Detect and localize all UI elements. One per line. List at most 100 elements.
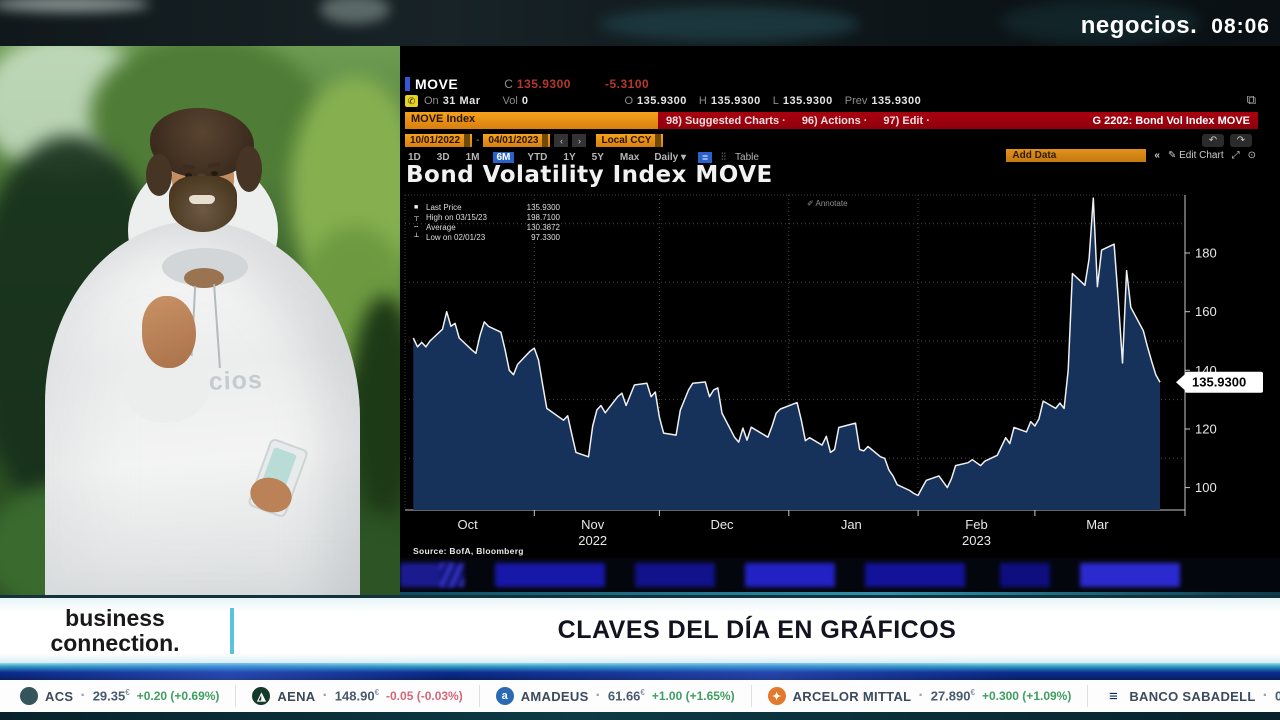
last-price-badge-text: 135.9300: [1192, 375, 1246, 390]
price-area-fill: [413, 198, 1160, 510]
expand-icon[interactable]: ⤢: [1231, 150, 1240, 161]
calendar-handle-icon[interactable]: [464, 134, 471, 147]
y-axis-label: 160: [1195, 304, 1217, 319]
legend-label: High on 03/15/23: [426, 212, 487, 222]
lower-third: business connection. CLAVES DEL DÍA EN G…: [0, 595, 1280, 663]
security-field[interactable]: MOVE Index: [405, 112, 658, 129]
last-price-badge: [1185, 371, 1263, 393]
last-price: 135.9300: [516, 77, 571, 91]
beard: [169, 176, 237, 232]
x-axis-month-label: Oct: [457, 517, 478, 532]
ticker-item: ✦ ARCELOR MITTAL · 27.890€ +0.300 (+1.09%): [750, 685, 1088, 707]
edit-chart-button[interactable]: ✎ Edit Chart: [1167, 150, 1224, 161]
session-date: 31 Mar: [442, 95, 481, 107]
legend-row: ┬ High on 03/15/23 198.7100: [414, 212, 560, 222]
security-ticker: MOVE: [415, 76, 459, 92]
hair-curl: [236, 146, 262, 192]
undo-button[interactable]: ↶: [1202, 134, 1224, 147]
brand-logo: business connection.: [50, 604, 180, 656]
blue-separator-band: [0, 663, 1280, 680]
calendar-handle-icon[interactable]: [542, 134, 549, 147]
close-label: C: [504, 77, 513, 91]
hair-curl: [146, 154, 172, 196]
y-axis-label: 180: [1195, 246, 1217, 261]
add-data-field[interactable]: Add Data: [1006, 149, 1147, 162]
high-label: H: [698, 95, 707, 107]
range-toolbar: 1D 3D 1M 6M YTD 1Y 5Y Max Daily ▾ ≣ ⫶⫶ Table: [405, 150, 759, 164]
x-axis-month-label: Feb: [965, 517, 987, 532]
low-price: 135.9300: [782, 95, 833, 107]
raised-fist: [142, 296, 196, 368]
led-segment: [1000, 563, 1050, 587]
range-button-1y[interactable]: 1Y: [563, 151, 576, 163]
next-period-button[interactable]: ›: [572, 134, 587, 147]
range-button-ytd[interactable]: YTD: [527, 151, 548, 163]
legend-marker-icon: ╌: [414, 224, 419, 231]
function-context: G 2202: Bond Vol Index MOVE: [1092, 114, 1251, 127]
menu-edit[interactable]: 97) Edit ·: [883, 114, 930, 127]
prev-period-button[interactable]: ‹: [554, 134, 569, 147]
x-axis-month-label: Jan: [841, 517, 862, 532]
study-icon[interactable]: ⫶⫶: [721, 151, 727, 163]
redo-button[interactable]: ↷: [1230, 134, 1252, 147]
settings-icon[interactable]: ⊙: [1247, 150, 1256, 161]
date-to-input[interactable]: 04/01/2023: [483, 134, 551, 147]
ticker-logo-icon: a: [495, 687, 514, 705]
ticker-separator-dot: ·: [595, 687, 601, 704]
ticker-name: AMADEUS: [520, 688, 589, 704]
presenter-neck: [184, 268, 224, 288]
collapse-icon[interactable]: «: [1154, 150, 1160, 161]
eye: [185, 173, 192, 178]
ticker-price: 148.90€: [334, 688, 380, 704]
alert-icon[interactable]: ✆: [405, 95, 418, 107]
price-change: -5.3100: [604, 77, 650, 91]
studio-blur-highlight: [0, 0, 150, 12]
legend-row: ■ Last Price 135.9300: [414, 202, 560, 212]
prev-label: Prev: [844, 95, 868, 107]
currency-select[interactable]: Local CCY: [596, 134, 664, 147]
range-button-3d[interactable]: 3D: [436, 151, 450, 163]
bottom-strip: [0, 712, 1280, 720]
ticker-change: +0.300 (+1.09%): [981, 689, 1072, 703]
on-label: On: [424, 95, 439, 107]
led-stripes: [440, 563, 464, 587]
range-button-1d[interactable]: 1D: [408, 151, 421, 163]
chevron-down-icon[interactable]: [655, 134, 662, 147]
chart-title: Bond Volatility Index MOVE: [406, 162, 773, 188]
legend-value: 130.3872: [526, 222, 560, 232]
frequency-select[interactable]: Daily ▾: [654, 151, 687, 163]
chart-type-icon[interactable]: ≣: [698, 151, 713, 163]
source-note: Source: BofA, Bloomberg: [413, 546, 524, 556]
chart-legend: ■ Last Price 135.9300 ┬ High on 03/15/23 198.…: [414, 202, 560, 242]
menu-actions[interactable]: 96) Actions ·: [801, 114, 868, 127]
led-segment: [635, 563, 715, 587]
ticker-separator-dot: ·: [322, 687, 328, 704]
table-toggle[interactable]: Table: [735, 151, 759, 163]
range-button-5y[interactable]: 5Y: [591, 151, 604, 163]
range-button-6m[interactable]: 6M: [492, 151, 515, 163]
cursor-block: [405, 77, 410, 91]
x-axis-year-label: 2023: [962, 533, 991, 548]
date-from-input[interactable]: 10/01/2022: [405, 134, 473, 147]
export-icon[interactable]: ⧉: [1246, 92, 1256, 107]
ticker-separator-dot: ·: [1262, 687, 1268, 704]
ticker-logo-icon: ≡: [1108, 687, 1118, 705]
ticker-price: 0.9838€: [1274, 688, 1280, 704]
range-button-max[interactable]: Max: [619, 151, 640, 163]
headline-text: CLAVES DEL DÍA EN GRÁFICOS: [557, 616, 957, 644]
menu-suggested-charts[interactable]: 98) Suggested Charts ·: [666, 114, 786, 127]
legend-label: Last Price: [426, 202, 462, 212]
volume: 0: [521, 95, 529, 107]
terminal-menubar: MOVE Index 98) Suggested Charts · 96) Ac…: [405, 112, 1258, 129]
legend-marker-icon: ┴: [414, 233, 419, 241]
ticker-item: a AMADEUS · 61.66€ +1.00 (+1.65%): [478, 685, 751, 707]
y-axis-label: 100: [1195, 480, 1217, 495]
price-line: [412, 197, 1161, 497]
annotate-button[interactable]: ✐ Annotate: [807, 199, 848, 208]
range-button-1m[interactable]: 1M: [465, 151, 480, 163]
ticker-name: BANCO SABADELL: [1129, 688, 1256, 704]
ticker-name: AENA: [277, 688, 316, 704]
ticker-logo-icon: ◮: [252, 687, 271, 705]
